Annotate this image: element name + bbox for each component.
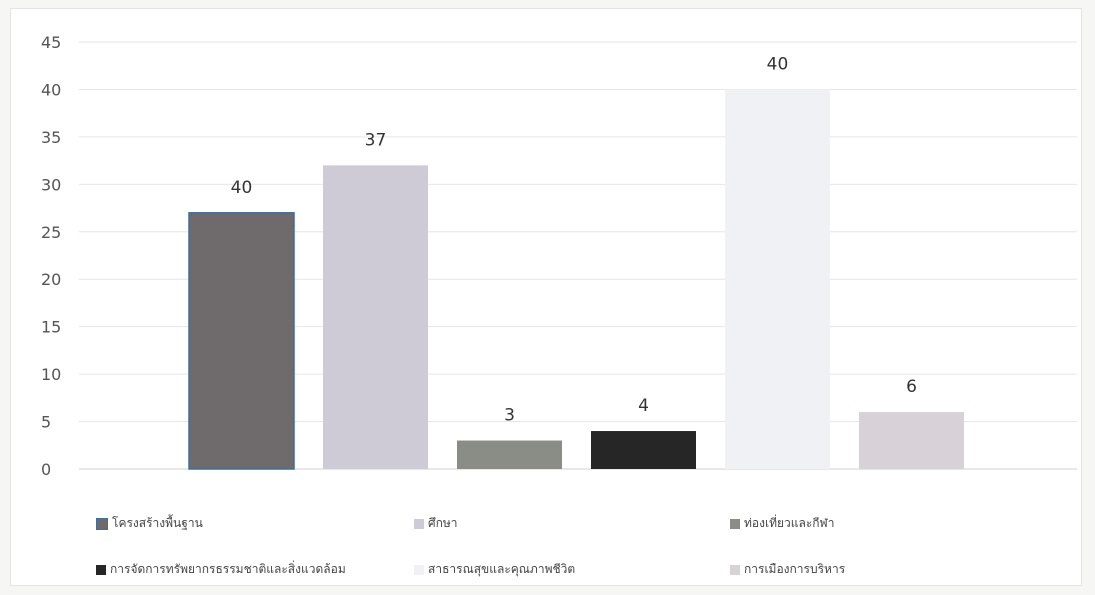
bar xyxy=(188,212,295,470)
data-label: 37 xyxy=(365,130,387,150)
chart-frame: 0 5 10 15 20 25 30 35 40 45 40 37 3 4 40 6 โครงสร้างพื้… xyxy=(10,8,1082,586)
bar xyxy=(457,440,562,469)
legend-item: โครงสร้างพื้นฐาน xyxy=(96,514,203,533)
legend-swatch xyxy=(414,518,424,529)
bar xyxy=(591,431,696,469)
legend-item: สาธารณสุขและคุณภาพชีวิต xyxy=(414,560,575,579)
y-tick-label: 10 xyxy=(41,365,61,384)
legend-item: ศึกษา xyxy=(414,514,458,533)
y-tick-label: 40 xyxy=(41,80,61,99)
legend-swatch xyxy=(730,564,740,575)
legend-swatch xyxy=(414,564,424,575)
bar xyxy=(323,165,428,469)
y-tick-label: 15 xyxy=(41,318,61,337)
bar xyxy=(859,412,964,469)
legend-label: ศึกษา xyxy=(428,516,458,530)
y-tick-label: 30 xyxy=(41,175,61,194)
legend-item: การเมืองการบริหาร xyxy=(730,560,845,579)
data-label: 4 xyxy=(638,396,649,416)
legend-swatch xyxy=(96,564,106,575)
y-tick-label: 45 xyxy=(41,33,61,52)
data-label: 3 xyxy=(504,406,515,426)
data-label: 40 xyxy=(231,178,253,198)
data-label: 6 xyxy=(906,377,917,397)
data-label: 40 xyxy=(767,54,789,74)
legend-label: โครงสร้างพื้นฐาน xyxy=(112,516,203,530)
y-tick-label: 25 xyxy=(41,223,61,242)
legend-label: สาธารณสุขและคุณภาพชีวิต xyxy=(428,562,576,576)
y-tick-label: 35 xyxy=(41,128,61,147)
bar xyxy=(725,89,830,469)
y-tick-label: 0 xyxy=(41,460,51,479)
legend-label: การเมืองการบริหาร xyxy=(744,562,846,576)
legend-item: ท่องเที่ยวและกีฬา xyxy=(730,514,835,533)
legend-item: การจัดการทรัพยากรธรรมชาติและสิ่งแวดล้อม xyxy=(96,560,346,579)
legend-swatch xyxy=(730,518,740,529)
legend-label: การจัดการทรัพยากรธรรมชาติและสิ่งแวดล้อม xyxy=(110,562,346,576)
legend-label: ท่องเที่ยวและกีฬา xyxy=(744,516,835,530)
legend-swatch xyxy=(96,517,108,530)
y-tick-label: 5 xyxy=(41,413,51,432)
y-tick-label: 20 xyxy=(41,270,61,289)
